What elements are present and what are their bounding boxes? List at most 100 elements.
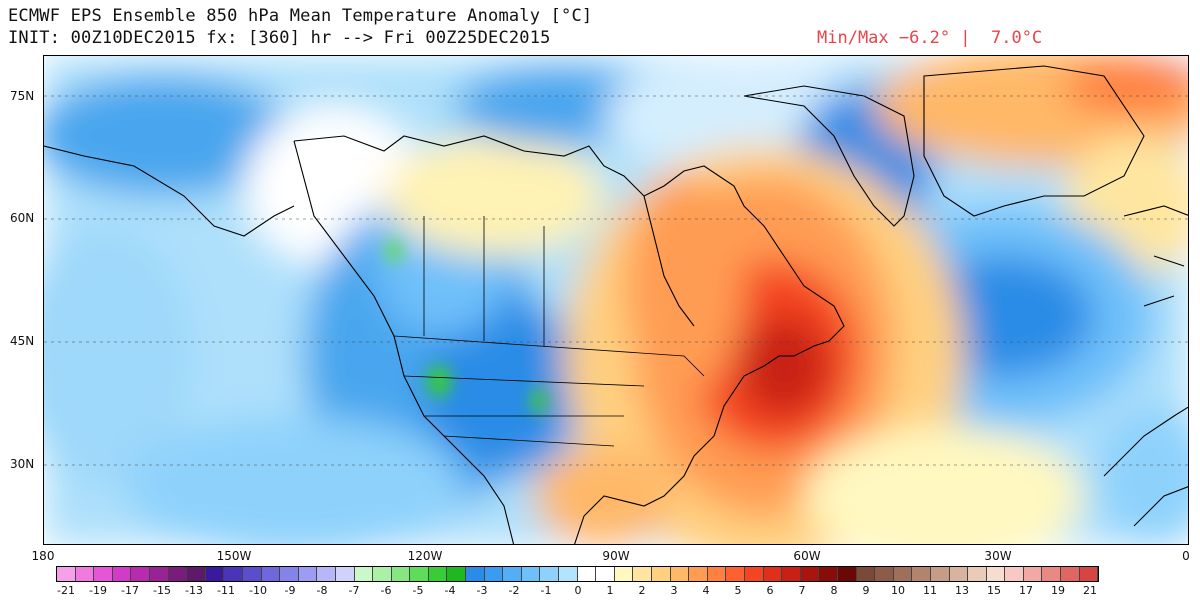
color-scale-label: -19 [89, 584, 107, 597]
color-scale-label: 10 [891, 584, 905, 597]
color-scale-cell [689, 567, 708, 581]
color-scale-label: -1 [540, 584, 552, 597]
lon-label-0: 0 [1182, 549, 1190, 563]
color-scale-label: -13 [185, 584, 203, 597]
color-scale-cell [819, 567, 838, 581]
color-scale-cell [335, 567, 355, 581]
color-scale-cell [1042, 567, 1062, 581]
color-scale-label: 6 [766, 584, 774, 597]
color-scale-cell [447, 567, 467, 581]
color-scale-label: -2 [508, 584, 520, 597]
lat-label-60n: 60N [10, 211, 35, 225]
color-scale-cell [912, 567, 931, 581]
color-scale-label: -4 [444, 584, 456, 597]
color-scale-cell [1079, 567, 1099, 581]
color-scale-label: 0 [574, 584, 582, 597]
color-scale-cell [280, 567, 299, 581]
color-scale-cell [354, 567, 374, 581]
color-scale-cell [782, 567, 801, 581]
map-title: ECMWF EPS Ensemble 850 hPa Mean Temperat… [8, 6, 593, 26]
color-scale-cell [168, 567, 188, 581]
lat-label-45n: 45N [10, 334, 35, 348]
color-scale-cell [410, 567, 429, 581]
color-scale-label: 4 [702, 584, 710, 597]
graticule [44, 95, 1188, 466]
lon-label-150w: 150W [216, 549, 252, 563]
color-scale-cell [800, 567, 820, 581]
color-scale-label: 17 [1019, 584, 1033, 597]
color-scale-label: 3 [670, 584, 678, 597]
color-scale-cell [1005, 567, 1024, 581]
lon-label-90w: 90W [602, 549, 630, 563]
color-scale-cell [559, 567, 578, 581]
lat-label-30n: 30N [10, 457, 35, 471]
color-scale-label: -17 [121, 584, 139, 597]
color-scale-label: -8 [316, 584, 328, 597]
lon-label-120w: 120W [407, 549, 443, 563]
anomaly-map [43, 55, 1189, 545]
color-scale-cell [57, 567, 76, 581]
color-scale-cell [707, 567, 727, 581]
color-scale-cell [317, 567, 336, 581]
color-scale-cell [428, 567, 448, 581]
color-scale-cell [614, 567, 634, 581]
color-scale-cell [949, 567, 969, 581]
color-scale-cell [1023, 567, 1043, 581]
color-scale-cell [893, 567, 913, 581]
color-scale-bar [56, 566, 1100, 582]
color-scale-cell [75, 567, 95, 581]
color-scale-cell [633, 567, 652, 581]
lat-label-75n: 75N [10, 89, 35, 103]
lon-label-30w: 30W [984, 549, 1012, 563]
init-forecast-line: INIT: 00Z10DEC2015 fx: [360] hr --> Fri … [8, 28, 551, 48]
min-max-readout: Min/Max −6.2° | 7.0°C [817, 28, 1043, 48]
color-scale-cell [837, 567, 857, 581]
anomaly-field [44, 56, 1188, 544]
color-scale-label: 9 [862, 584, 870, 597]
color-scale-cell [149, 567, 169, 581]
color-scale-label: 8 [830, 584, 838, 597]
color-scale-label: -9 [284, 584, 296, 597]
color-scale-cell [856, 567, 876, 581]
color-scale-cell [930, 567, 950, 581]
color-scale-cell [391, 567, 411, 581]
color-scale-label: -7 [348, 584, 360, 597]
anomaly-cold-spots [386, 239, 547, 413]
color-scale-cell [466, 567, 485, 581]
color-scale-cell [521, 567, 541, 581]
color-scale-label: -3 [476, 584, 488, 597]
color-scale-cell [652, 567, 671, 581]
color-scale-cell [577, 567, 597, 581]
color-scale-cell [261, 567, 281, 581]
color-scale-cell [540, 567, 560, 581]
color-scale-cell [744, 567, 764, 581]
color-scale-label: 13 [955, 584, 969, 597]
color-scale-label: 7 [798, 584, 806, 597]
color-scale-label: 15 [987, 584, 1001, 597]
color-scale-cell [968, 567, 987, 581]
color-scale-cell [726, 567, 745, 581]
color-scale-cell [1061, 567, 1080, 581]
color-scale-label: -6 [380, 584, 392, 597]
color-scale-cell [298, 567, 318, 581]
map-graphic [44, 56, 1188, 544]
color-scale-label: 21 [1083, 584, 1097, 597]
color-scale-label: -10 [249, 584, 267, 597]
color-scale-cell [875, 567, 894, 581]
color-scale-label: -5 [412, 584, 424, 597]
color-scale-label: 19 [1051, 584, 1065, 597]
color-scale-label: -11 [217, 584, 235, 597]
color-scale-cell [205, 567, 225, 581]
color-scale-cell [224, 567, 243, 581]
color-scale-label: -21 [57, 584, 75, 597]
borders [393, 216, 705, 447]
coastlines [44, 65, 1188, 544]
color-scale-cell [112, 567, 132, 581]
color-scale-cell [596, 567, 615, 581]
color-scale-cell [187, 567, 206, 581]
color-scale-cell [94, 567, 113, 581]
color-scale-label: 11 [923, 584, 937, 597]
lon-label-180: 180 [31, 549, 55, 563]
color-scale-cell [763, 567, 783, 581]
color-scale-cell [986, 567, 1006, 581]
